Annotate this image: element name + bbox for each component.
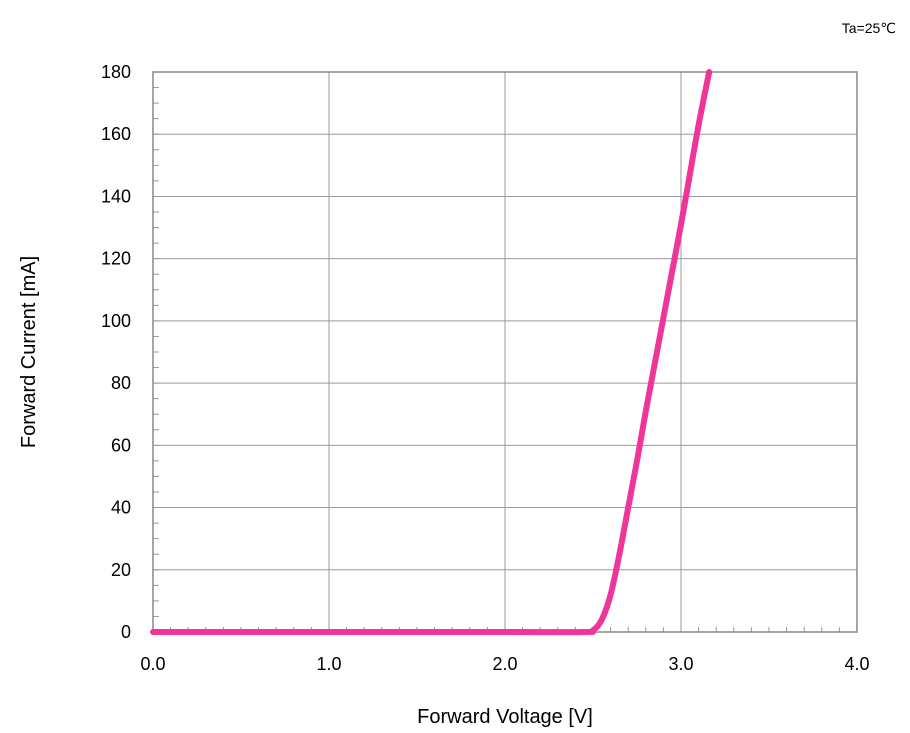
y-tick-label: 120 xyxy=(101,249,131,269)
y-tick-label: 160 xyxy=(101,124,131,144)
x-tick-label: 1.0 xyxy=(316,654,341,674)
y-tick-label: 0 xyxy=(121,622,131,642)
y-tick-label: 20 xyxy=(111,560,131,580)
y-tick-label: 180 xyxy=(101,62,131,82)
y-tick-labels: 0 20 40 60 80 100 120 140 160 180 xyxy=(101,62,131,642)
x-axis-title: Forward Voltage [V] xyxy=(417,706,593,728)
grid-lines xyxy=(152,71,858,633)
x-tick-labels: 0.0 1.0 2.0 3.0 4.0 xyxy=(140,654,869,674)
x-tick-label: 3.0 xyxy=(668,654,693,674)
y-tick-label: 100 xyxy=(101,311,131,331)
x-tick-label: 2.0 xyxy=(492,654,517,674)
x-tick-label: 0.0 xyxy=(140,654,165,674)
y-tick-label: 40 xyxy=(111,498,131,518)
y-tick-label: 140 xyxy=(101,186,131,206)
y-axis-title: Forward Current [mA] xyxy=(18,256,40,448)
y-tick-label: 60 xyxy=(111,435,131,455)
series-line xyxy=(150,69,713,636)
x-tick-label: 4.0 xyxy=(844,654,869,674)
temperature-annotation: Ta=25℃ xyxy=(841,20,896,36)
y-tick-label: 80 xyxy=(111,373,131,393)
